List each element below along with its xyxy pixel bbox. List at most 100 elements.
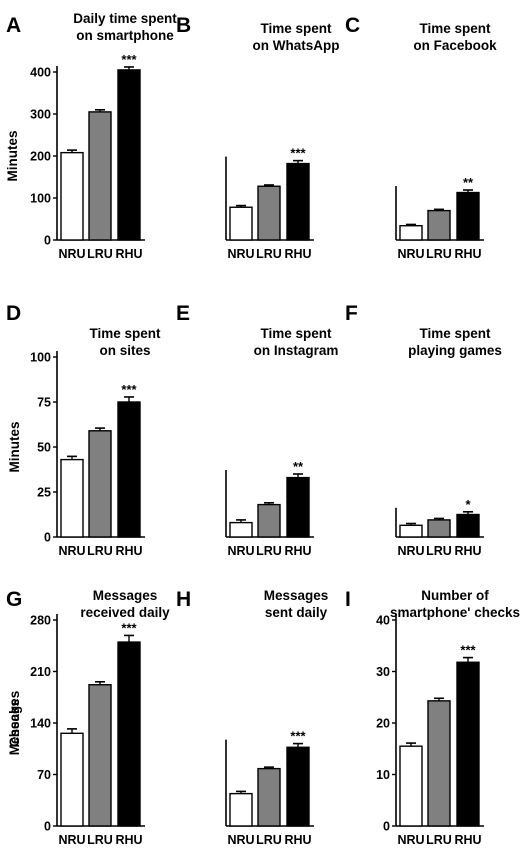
- y-tick-label: 280: [30, 614, 51, 628]
- x-category-label: NRU: [227, 544, 254, 558]
- bar-lru: [88, 430, 112, 538]
- y-tick-label: 25: [37, 486, 51, 500]
- panel-title-line: Time spent: [260, 21, 332, 36]
- panel-title-line: playing games: [408, 343, 502, 358]
- bar-nru: [399, 225, 423, 241]
- bar-lru: [257, 767, 281, 827]
- x-category-label: LRU: [87, 544, 113, 558]
- bar-rhu: [456, 191, 480, 241]
- significance-marker: ***: [121, 382, 137, 397]
- significance-marker: **: [463, 175, 474, 190]
- x-category-label: NRU: [58, 544, 85, 558]
- y-tick-label: 50: [37, 441, 51, 455]
- significance-marker: ***: [290, 146, 306, 161]
- significance-marker: **: [293, 459, 304, 474]
- panel-letter: G: [6, 588, 22, 611]
- bar-rhu: [456, 513, 480, 538]
- y-tick-label: 400: [30, 66, 51, 80]
- y-axis-label: Minutes: [7, 421, 22, 472]
- bar-nru: [399, 524, 423, 538]
- panel-letter: H: [176, 588, 191, 611]
- bar-nru: [60, 458, 84, 538]
- panel-letter: E: [176, 302, 190, 325]
- y-tick-label: 0: [44, 234, 51, 248]
- panel-title-line: Time spent: [89, 326, 161, 341]
- y-tick-label: 140: [30, 717, 51, 731]
- bar-lru: [88, 111, 112, 241]
- bar-lru: [257, 185, 281, 241]
- y-tick-label: 30: [376, 665, 390, 679]
- significance-marker: ***: [290, 729, 306, 744]
- significance-marker: ***: [121, 52, 137, 67]
- y-tick-label: 10: [376, 768, 390, 782]
- panel-title-line: on WhatsApp: [253, 38, 340, 53]
- y-tick-label: 40: [376, 614, 390, 628]
- panel-g: G Messages received daily 0 70 140 210 280 Messa…: [6, 588, 170, 847]
- x-category-label: NRU: [227, 247, 254, 261]
- x-category-label: NRU: [58, 247, 85, 261]
- significance-marker: ***: [460, 643, 476, 658]
- bar-nru: [399, 745, 423, 827]
- bar-rhu: [456, 661, 480, 827]
- y-tick-label: 70: [37, 768, 51, 782]
- x-category-label: RHU: [284, 544, 311, 558]
- bar-lru: [88, 684, 112, 827]
- x-category-label: RHU: [115, 247, 142, 261]
- y-tick-label: 100: [30, 351, 51, 365]
- bar-nru: [60, 151, 84, 241]
- x-category-label: NRU: [397, 247, 424, 261]
- x-category-label: NRU: [397, 833, 424, 847]
- y-tick-label: 0: [44, 820, 51, 834]
- y-tick-label: 20: [376, 717, 390, 731]
- x-category-label: LRU: [256, 833, 282, 847]
- panel-letter: C: [345, 14, 360, 37]
- bar-lru: [427, 209, 451, 241]
- bar-nru: [229, 521, 253, 538]
- x-category-label: RHU: [284, 833, 311, 847]
- panel-e: E Time spent on Instagram NRU LRU RHU **: [176, 302, 338, 558]
- panel-letter: B: [176, 14, 191, 37]
- panel-title-line: smartphone' checks: [390, 605, 520, 620]
- y-tick-label: 200: [30, 150, 51, 164]
- bar-nru: [60, 732, 84, 827]
- panel-title-line: received daily: [80, 605, 170, 620]
- panel-f: F Time spent playing games NRU LRU RHU *: [345, 302, 502, 558]
- panel-a: A Daily time spent on smartphone 0 100 200 300…: [5, 11, 177, 261]
- panel-title-line: Number of: [421, 588, 489, 603]
- panel-h: H Messages sent daily NRU LRU RHU ***: [176, 588, 328, 847]
- panel-title-line: on smartphone: [76, 28, 174, 43]
- x-category-label: RHU: [284, 247, 311, 261]
- x-category-label: LRU: [256, 247, 282, 261]
- x-category-label: RHU: [454, 247, 481, 261]
- x-category-label: RHU: [115, 544, 142, 558]
- bar-rhu: [286, 746, 310, 827]
- panel-c: C Time spent on Facebook NRU LRU RHU **: [345, 14, 497, 261]
- panel-title-line: Time spent: [419, 21, 491, 36]
- x-category-label: RHU: [454, 833, 481, 847]
- bar-rhu: [117, 641, 141, 827]
- y-tick-label: 0: [383, 820, 390, 834]
- bar-lru: [257, 503, 281, 538]
- panel-i: I Number of smartphone' checks 0 10 20 30 40 Che…: [7, 588, 520, 847]
- y-tick-label: 100: [30, 192, 51, 206]
- x-category-label: RHU: [454, 544, 481, 558]
- panel-title-line: sent daily: [265, 605, 328, 620]
- panel-title-line: Messages: [264, 588, 329, 603]
- x-category-label: LRU: [87, 833, 113, 847]
- bar-rhu: [286, 476, 310, 538]
- x-category-label: LRU: [426, 544, 452, 558]
- panel-title-line: on Instagram: [254, 343, 339, 358]
- panel-title-line: on Facebook: [413, 38, 497, 53]
- bar-nru: [229, 792, 253, 827]
- y-tick-label: 300: [30, 108, 51, 122]
- significance-marker: *: [465, 497, 471, 512]
- y-tick-label: 0: [44, 531, 51, 545]
- y-axis-label: Minutes: [5, 130, 20, 181]
- x-category-label: RHU: [115, 833, 142, 847]
- x-category-label: LRU: [426, 833, 452, 847]
- significance-marker: ***: [121, 620, 137, 635]
- y-axis-label: Messages: [7, 691, 22, 756]
- y-axis-label: Checks: [7, 699, 22, 747]
- bar-rhu: [117, 69, 141, 241]
- y-tick-label: 210: [30, 665, 51, 679]
